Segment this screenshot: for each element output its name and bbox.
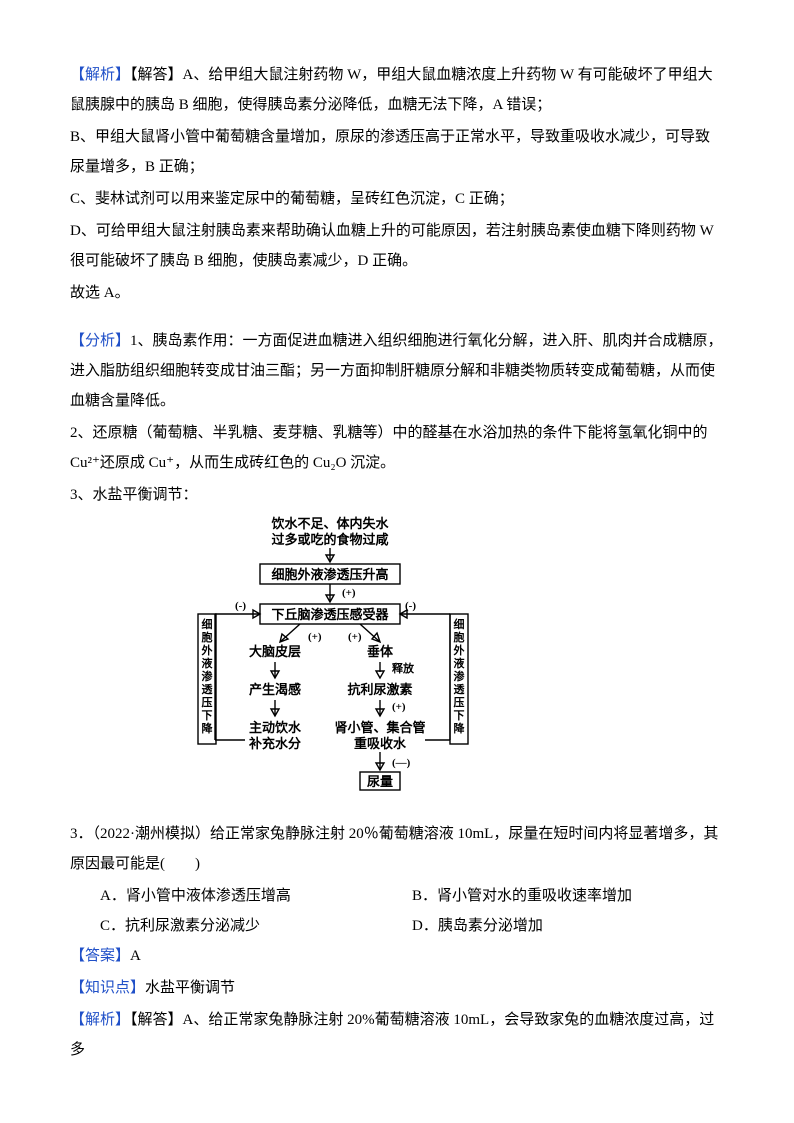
d-n5a2: 补充水分 [248, 736, 301, 751]
q3-answer: 【答案】A [70, 941, 724, 971]
d-plus-b: (+) [392, 701, 406, 713]
svg-text:透: 透 [202, 683, 214, 696]
q2-conclusion: 故选 A。 [70, 278, 724, 308]
svg-text:降: 降 [202, 721, 214, 735]
q3-opt-d: D．胰岛素分泌增加 [412, 911, 724, 941]
svg-text:外: 外 [453, 643, 465, 657]
d-minus-b: (—) [392, 757, 411, 769]
q2-fx3: 3、水盐平衡调节： [70, 480, 724, 510]
d-n5b1: 肾小管、集合管 [334, 720, 425, 735]
d-n5b2: 重吸收水 [354, 736, 407, 751]
label-jieda3: 【解答】 [130, 1012, 183, 1028]
d-left-minus: (-) [235, 600, 246, 612]
svg-text:外: 外 [201, 643, 213, 657]
svg-text:压: 压 [202, 695, 213, 709]
q3-num: 3． [70, 826, 93, 842]
q2-fx1: 1、胰岛素作用：一方面促进血糖进入组织细胞进行氧化分解，进入肝、肌肉并合成糖原，… [70, 333, 723, 409]
d-n4b2: 抗利尿激素 [347, 682, 412, 697]
d-n6: 尿量 [367, 774, 393, 789]
svg-text:液: 液 [454, 656, 466, 670]
q2-d: D、可给甲组大鼠注射胰岛素来帮助确认血糖上升的可能原因，若注射胰岛素使血糖下降则… [70, 216, 724, 276]
svg-text:透: 透 [454, 683, 466, 696]
svg-text:下: 下 [202, 709, 213, 722]
d-plus-l: (+) [308, 631, 322, 643]
d-n1: 细胞外液渗透压升高 [271, 567, 388, 582]
d-top1: 饮水不足、体内失水 [270, 516, 389, 531]
d-n2: 下丘脑渗透压感受器 [271, 607, 389, 622]
q3-ans: A [130, 948, 141, 964]
q3-zsd-text: 水盐平衡调节 [145, 980, 235, 996]
d-plus1: (+) [342, 587, 356, 599]
d-n5a1: 主动饮水 [249, 720, 302, 735]
left-vertical: 细胞外液渗透压下降 [198, 614, 216, 744]
label-zsd: 【知识点】 [70, 980, 145, 996]
svg-text:释放: 释放 [392, 661, 415, 675]
svg-text:胞: 胞 [202, 630, 213, 644]
d-n4a: 产生渴感 [249, 682, 301, 697]
svg-text:压: 压 [454, 695, 465, 709]
right-vertical: 细胞外液渗透压下降 [450, 614, 468, 744]
svg-text:细: 细 [202, 617, 213, 631]
svg-text:下: 下 [454, 709, 465, 722]
svg-text:降: 降 [454, 721, 466, 735]
q3-opt-c: C．抗利尿激素分泌减少 [100, 911, 412, 941]
q2-fx2: 2、还原糖（葡萄糖、半乳糖、麦芽糖、乳糖等）中的醛基在水浴加热的条件下能将氢氧化… [70, 418, 724, 478]
label-jiexi: 【解析】 [70, 67, 130, 83]
q3-src: （2022·潮州模拟） [93, 826, 211, 842]
q3-opt-a: A．肾小管中液体渗透压增高 [100, 881, 412, 911]
q2-b: B、甲组大鼠肾小管中葡萄糖含量增加，原尿的渗透压高于正常水平，导致重吸收水减少，… [70, 122, 724, 182]
svg-text:渗: 渗 [454, 669, 466, 683]
label-jieda: 【解答】 [130, 67, 183, 83]
label-ans: 【答案】 [70, 948, 130, 964]
svg-text:细: 细 [454, 617, 465, 631]
d-plus-r: (+) [348, 631, 362, 643]
q3-options: A．肾小管中液体渗透压增高 B．肾小管对水的重吸收速率增加 C．抗利尿激素分泌减… [100, 881, 724, 941]
water-salt-diagram: 饮水不足、体内失水 过多或吃的食物过咸 细胞外液渗透压升高 (+) 下丘脑渗透压… [170, 514, 724, 815]
q2-fenxi: 【分析】1、胰岛素作用：一方面促进血糖进入组织细胞进行氧化分解，进入肝、肌肉并合… [70, 326, 724, 416]
label-jiexi3: 【解析】 [70, 1012, 130, 1028]
svg-text:胞: 胞 [454, 630, 465, 644]
q3-opt-b: B．肾小管对水的重吸收速率增加 [412, 881, 724, 911]
q3-zsd: 【知识点】水盐平衡调节 [70, 973, 724, 1003]
d-top2: 过多或吃的食物过咸 [271, 532, 388, 547]
q3-stem: 3．（2022·潮州模拟）给正常家兔静脉注射 20％葡萄糖溶液 10mL，尿量在… [70, 819, 724, 879]
q2-c: C、斐林试剂可以用来鉴定尿中的葡萄糖，呈砖红色沉淀，C 正确； [70, 184, 724, 214]
label-fenxi: 【分析】 [70, 333, 130, 349]
q3-jiexi: 【解析】【解答】A、给正常家兔静脉注射 20%葡萄糖溶液 10mL，会导致家兔的… [70, 1005, 724, 1065]
q2-analysis: 【解析】【解答】A、给甲组大鼠注射药物 W，甲组大鼠血糖浓度上升药物 W 有可能… [70, 60, 724, 120]
d-n3b: 垂体 [367, 644, 394, 659]
d-n3a: 大脑皮层 [249, 644, 301, 659]
svg-text:渗: 渗 [202, 669, 214, 683]
svg-text:液: 液 [202, 656, 214, 670]
